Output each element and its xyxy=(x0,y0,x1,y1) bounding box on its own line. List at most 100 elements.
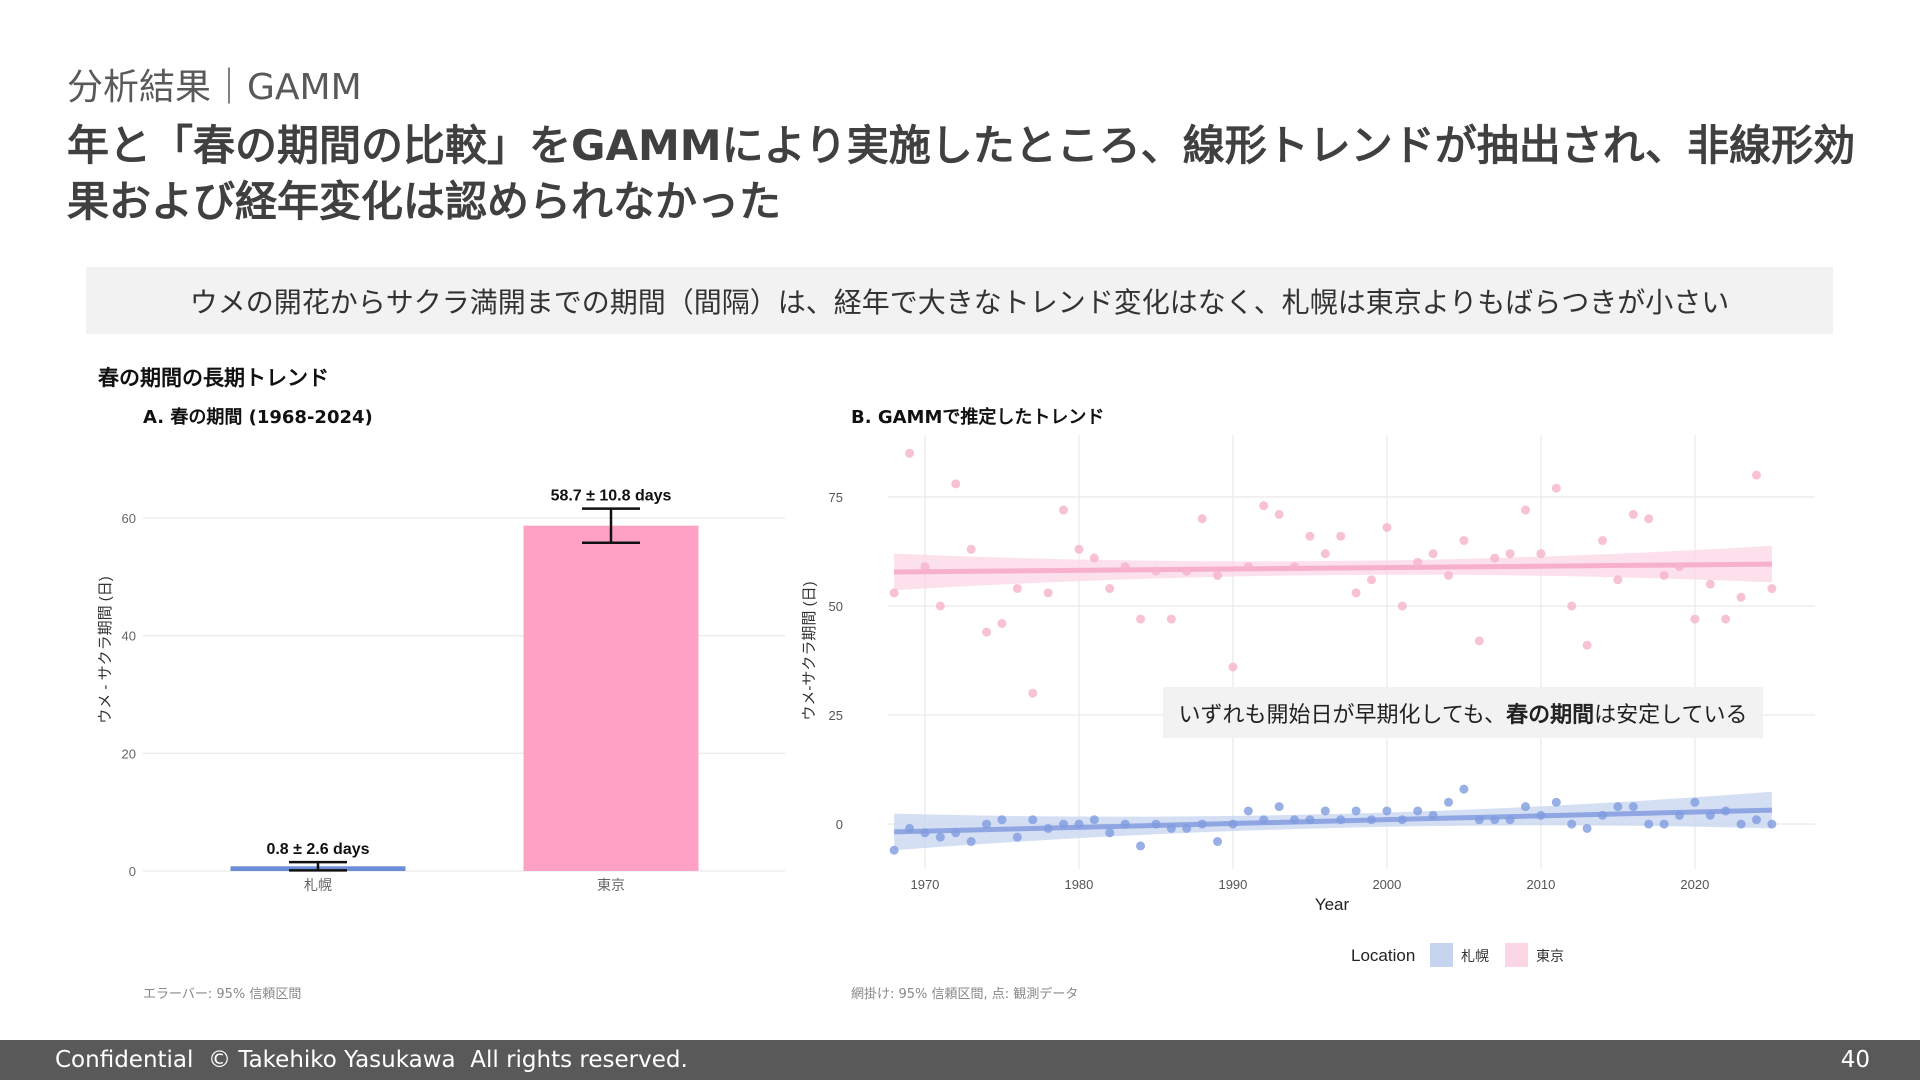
legend-title: Location xyxy=(1351,946,1415,965)
data-point-東京 xyxy=(1536,549,1546,559)
data-point-東京 xyxy=(1751,470,1761,480)
data-point-札幌 xyxy=(966,837,976,847)
summary-banner: ウメの開花からサクラ満開までの期間（間隔）は、経年で大きなトレンド変化はなく、札… xyxy=(86,267,1833,334)
data-point-札幌 xyxy=(1644,819,1654,829)
chart-b-title: B. GAMMで推定したトレンド xyxy=(851,407,1105,428)
data-point-東京 xyxy=(1521,505,1531,515)
data-point-札幌 xyxy=(1074,819,1084,829)
y-tick-label: 0 xyxy=(836,817,843,832)
section-label: 分析結果｜GAMM xyxy=(67,67,362,108)
y-tick-label: 40 xyxy=(122,629,136,644)
data-point-東京 xyxy=(1367,575,1377,585)
y-axis-label: ウメ - サクラ期間 (日) xyxy=(97,576,114,724)
data-point-札幌 xyxy=(1028,815,1038,825)
data-point-東京 xyxy=(982,627,992,637)
data-point-札幌 xyxy=(1567,819,1577,829)
data-point-札幌 xyxy=(1767,819,1777,829)
data-point-東京 xyxy=(1213,570,1223,580)
data-point-東京 xyxy=(1690,614,1700,624)
x-tick-label: 1980 xyxy=(1064,877,1093,892)
data-point-東京 xyxy=(1120,562,1130,572)
data-point-札幌 xyxy=(1659,819,1669,829)
chart-b-note: 網掛け: 95% 信頼区間, 点: 観測データ xyxy=(851,987,1079,1002)
data-point-東京 xyxy=(1705,579,1715,589)
data-point-東京 xyxy=(1043,588,1053,598)
y-tick-label: 60 xyxy=(122,511,136,526)
data-point-東京 xyxy=(997,618,1007,628)
data-point-札幌 xyxy=(1505,815,1515,825)
data-point-東京 xyxy=(1074,544,1084,554)
data-point-東京 xyxy=(920,562,930,572)
data-point-札幌 xyxy=(1059,819,1069,829)
data-point-東京 xyxy=(1582,640,1592,650)
data-point-東京 xyxy=(1336,531,1346,541)
data-point-東京 xyxy=(966,544,976,554)
legend-label: 札幌 xyxy=(1461,948,1489,964)
data-point-札幌 xyxy=(1582,823,1592,833)
footer-bar: Confidential © Takehiko Yasukawa All rig… xyxy=(0,1040,1920,1080)
data-point-札幌 xyxy=(1259,815,1269,825)
data-point-東京 xyxy=(1567,601,1577,611)
data-point-札幌 xyxy=(1474,815,1484,825)
x-tick-label: 2000 xyxy=(1372,877,1401,892)
data-point-札幌 xyxy=(1305,815,1315,825)
chart-heading: 春の期間の長期トレンド xyxy=(98,366,329,390)
data-point-札幌 xyxy=(1413,806,1423,816)
data-point-東京 xyxy=(1551,483,1561,493)
data-point-東京 xyxy=(1628,509,1638,519)
data-point-東京 xyxy=(1613,575,1623,585)
data-point-札幌 xyxy=(1521,802,1531,812)
x-tick-label: 札幌 xyxy=(304,877,332,893)
data-point-札幌 xyxy=(1551,797,1561,807)
data-point-札幌 xyxy=(1213,837,1223,847)
data-point-札幌 xyxy=(1320,806,1330,816)
data-point-札幌 xyxy=(920,828,930,838)
data-point-札幌 xyxy=(1012,832,1022,842)
data-point-札幌 xyxy=(1136,841,1146,851)
data-point-札幌 xyxy=(1721,806,1731,816)
data-point-東京 xyxy=(1290,562,1300,572)
data-point-東京 xyxy=(1505,549,1515,559)
data-point-東京 xyxy=(1197,514,1207,524)
annotation-box: いずれも開始日が早期化しても、 春の期間 は安定している xyxy=(1163,687,1763,738)
data-point-札幌 xyxy=(1428,810,1438,820)
data-point-東京 xyxy=(1012,584,1022,594)
data-point-札幌 xyxy=(997,815,1007,825)
x-tick-label: 2020 xyxy=(1680,877,1709,892)
data-point-東京 xyxy=(1089,553,1099,563)
y-tick-label: 25 xyxy=(829,708,843,723)
data-point-東京 xyxy=(1597,536,1607,546)
data-point-東京 xyxy=(1659,570,1669,580)
data-point-札幌 xyxy=(1674,810,1684,820)
chart-a-note: エラーバー: 95% 信頼区間 xyxy=(143,987,302,1002)
legend-swatch xyxy=(1505,943,1528,967)
data-point-東京 xyxy=(1059,505,1069,515)
data-point-札幌 xyxy=(1243,806,1253,816)
y-tick-label: 50 xyxy=(829,599,843,614)
trend-line-札幌 xyxy=(894,807,1772,835)
x-tick-label: 1990 xyxy=(1218,877,1247,892)
data-point-東京 xyxy=(1320,549,1330,559)
data-point-札幌 xyxy=(1274,802,1284,812)
data-point-札幌 xyxy=(1182,823,1192,833)
data-point-札幌 xyxy=(905,823,915,833)
y-tick-label: 20 xyxy=(122,746,136,761)
data-point-札幌 xyxy=(1351,806,1361,816)
data-point-札幌 xyxy=(1459,784,1469,794)
data-point-札幌 xyxy=(1536,810,1546,820)
data-point-札幌 xyxy=(1336,815,1346,825)
x-tick-label: 東京 xyxy=(597,877,625,893)
data-point-東京 xyxy=(1644,514,1654,524)
page-number: 40 xyxy=(1840,1047,1870,1073)
data-point-東京 xyxy=(1721,614,1731,624)
data-point-札幌 xyxy=(1197,819,1207,829)
data-point-東京 xyxy=(1274,509,1284,519)
data-point-札幌 xyxy=(1120,819,1130,829)
data-point-東京 xyxy=(1259,501,1269,511)
data-point-東京 xyxy=(1305,531,1315,541)
data-point-札幌 xyxy=(1166,823,1176,833)
data-point-東京 xyxy=(1351,588,1361,598)
data-point-札幌 xyxy=(889,845,899,855)
annotation-prefix: いずれも開始日が早期化しても、 xyxy=(1178,702,1507,728)
data-point-札幌 xyxy=(982,819,992,829)
